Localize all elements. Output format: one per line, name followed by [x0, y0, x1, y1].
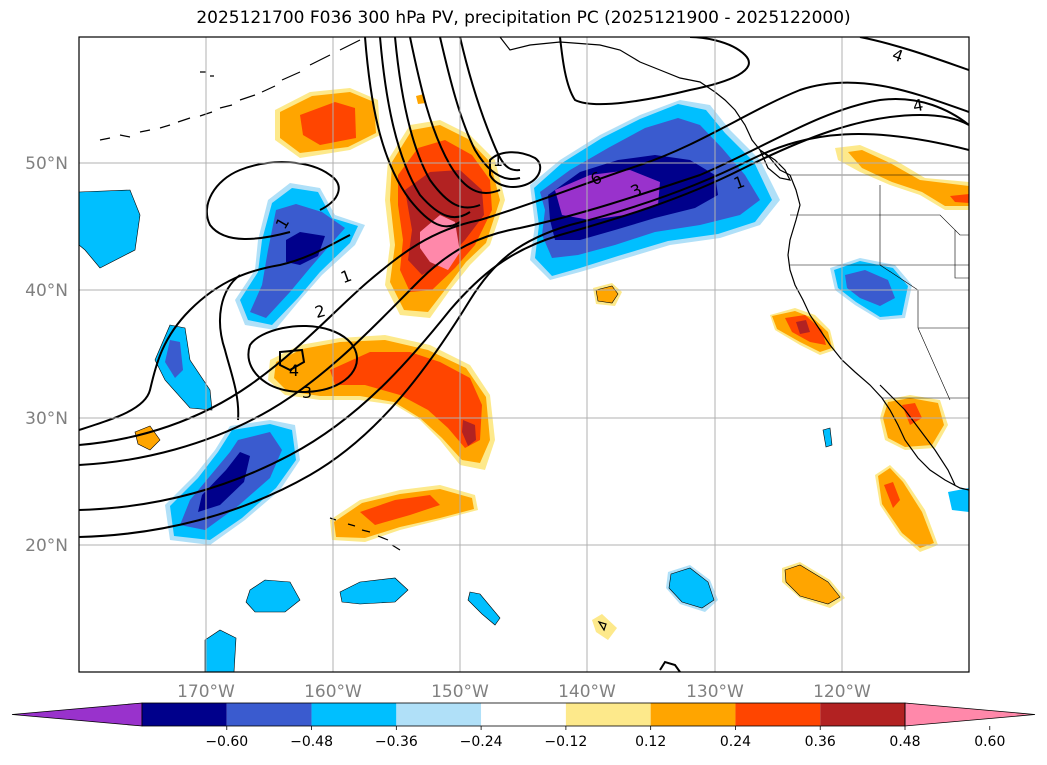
colorbar-segment: [311, 703, 397, 726]
precip-patch: [300, 102, 356, 145]
island: [597, 620, 607, 632]
colorbar-tick-label: 0.12: [635, 734, 666, 750]
colorbar-tick-label: −0.36: [375, 734, 418, 750]
colorbar-tick-label: 0.36: [805, 734, 836, 750]
pv-contour: [859, 37, 969, 71]
precip-patch: [462, 420, 476, 446]
pv-contour: [559, 37, 750, 106]
contour-label: 4: [289, 361, 299, 380]
lon-label: 160°W: [304, 682, 362, 702]
gridlines: [79, 37, 969, 672]
colorbar-tick-label: 0.48: [889, 734, 920, 750]
lat-labels: 50°N 40°N 30°N 20°N: [25, 154, 68, 556]
precip-patch: [79, 189, 141, 269]
precip-patch: [198, 452, 250, 512]
lon-labels: 170°W 160°W 150°W 140°W 130°W 120°W: [177, 682, 871, 702]
lon-label: 140°W: [558, 682, 616, 702]
lon-label: 120°W: [813, 682, 871, 702]
precip-patch: [286, 232, 325, 265]
colorbar: −0.60 −0.48 −0.36 −0.24 −0.12 0.12 0.24 0.36 0.4…: [11, 702, 1036, 750]
pv-contour: [205, 161, 340, 240]
precip-patch: [467, 591, 501, 626]
colorbar-segment: [650, 703, 736, 726]
map-content: 4 4 1 6 3 1 1 1 2 4 3: [79, 37, 969, 672]
precip-patch: [848, 150, 969, 206]
contour-label: 3: [302, 383, 312, 402]
lat-label: 30°N: [25, 409, 68, 429]
precip-patch: [339, 577, 409, 605]
colorbar-segment: [142, 703, 227, 726]
pv-contour: [79, 81, 969, 446]
pv-contour: [659, 660, 681, 672]
colorbar-segment: [481, 703, 566, 726]
colorbar-segment: [820, 703, 905, 726]
pv-contour: [394, 37, 481, 209]
precip-patch: [950, 194, 969, 203]
pv-contour: [79, 132, 969, 538]
colorbar-tick-label: −0.48: [290, 734, 333, 750]
colorbar-segment: [396, 703, 482, 726]
precip-patch: [902, 403, 922, 425]
contour-label: 1: [493, 151, 503, 170]
pv-contour: [439, 37, 521, 180]
precip-patch: [668, 567, 715, 609]
precip-patch: [784, 564, 841, 605]
lat-label: 50°N: [25, 154, 68, 174]
page-title: 2025121700 F036 300 hPa PV, precipitatio…: [196, 8, 851, 28]
borders: [790, 174, 969, 401]
island: [200, 71, 214, 77]
pv-contour: [364, 37, 461, 228]
contour-label: 2: [313, 301, 328, 322]
pv-contour: [409, 37, 501, 194]
precip-patch: [822, 427, 833, 448]
colorbar-tick-label: −0.12: [544, 734, 587, 750]
precip-patch: [204, 629, 237, 672]
precip-patch: [796, 320, 810, 334]
state-border: [790, 185, 969, 401]
precip-patch: [245, 579, 301, 613]
precip-patch: [165, 340, 183, 378]
lon-label: 150°W: [431, 682, 489, 702]
colorbar-tick-label: −0.60: [205, 734, 248, 750]
precip-patch: [330, 352, 482, 448]
lat-label: 20°N: [25, 536, 68, 556]
pv-contour: [79, 234, 351, 431]
pv-contour: [459, 37, 521, 172]
precip-patch: [948, 488, 969, 512]
contour-label: 4: [911, 95, 924, 115]
colorbar-extension-low: [11, 702, 143, 727]
pv-contour: [379, 37, 471, 219]
pv-contour: [219, 274, 241, 421]
pv-contours: [79, 37, 969, 672]
lon-label: 130°W: [686, 682, 744, 702]
colorbar-tick-label: 0.24: [720, 734, 751, 750]
colorbar-segment: [735, 703, 821, 726]
precip-patch: [845, 270, 895, 306]
colorbar-segment: [226, 703, 312, 726]
colorbar-tick-label: 0.60: [974, 734, 1005, 750]
map-area: [79, 37, 969, 672]
pv-contour: [247, 324, 358, 393]
pv-contour: [79, 98, 969, 466]
pv-contour: [489, 151, 542, 188]
colorbar-tick-label: −0.24: [460, 734, 503, 750]
precip-patch: [360, 495, 440, 525]
colorbar-segment: [565, 703, 651, 726]
lon-label: 170°W: [177, 682, 235, 702]
precip-patch: [884, 482, 900, 508]
vancouver-island: [758, 148, 792, 181]
colorbar-frame: [141, 702, 906, 727]
pv-contour: [79, 113, 969, 511]
lat-label: 40°N: [25, 281, 68, 301]
map-frame: [78, 36, 970, 673]
colorbar-extension-high: [904, 702, 1036, 727]
pv-contour: [279, 348, 306, 372]
west-coast: [787, 174, 969, 491]
baja-coast: [879, 384, 956, 486]
